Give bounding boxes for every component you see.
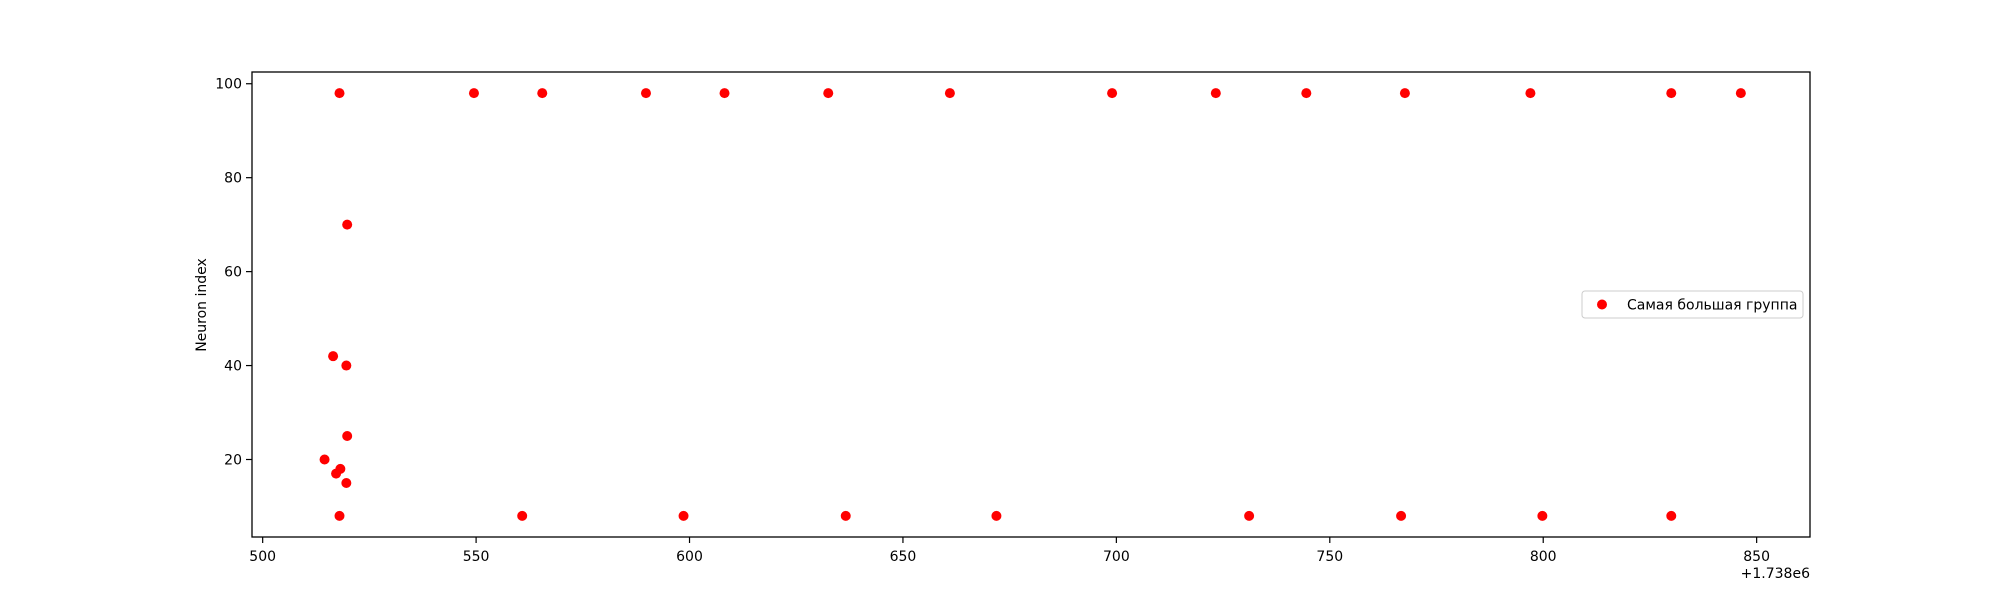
data-point: [1666, 510, 1677, 521]
legend-label: Самая большая группа: [1627, 298, 1797, 314]
data-point: [319, 454, 330, 465]
data-point: [1735, 88, 1746, 99]
data-point: [334, 88, 345, 99]
x-tick-label: 850: [1743, 549, 1770, 565]
data-point: [341, 477, 352, 488]
data-point: [840, 510, 851, 521]
axis-ticks: 500 550 600 650 700 750 800 850 20 40 60 80 100: [215, 77, 1770, 565]
data-point: [1107, 88, 1118, 99]
x-tick-label: 650: [890, 549, 917, 565]
data-points: [319, 88, 1746, 521]
data-point: [468, 88, 479, 99]
y-tick-label: 80: [224, 171, 242, 187]
data-point: [1244, 510, 1255, 521]
data-point: [517, 510, 528, 521]
data-point: [678, 510, 689, 521]
x-tick-label: 550: [463, 549, 490, 565]
data-point: [1525, 88, 1536, 99]
y-tick-label: 60: [224, 265, 242, 281]
data-point: [1210, 88, 1221, 99]
data-point: [1666, 88, 1677, 99]
data-point: [823, 88, 834, 99]
data-point: [331, 468, 342, 479]
data-point: [944, 88, 955, 99]
x-tick-label: 600: [676, 549, 703, 565]
data-point: [1399, 88, 1410, 99]
x-axis-offset-label: +1.738e6: [1741, 566, 1810, 582]
data-point: [1396, 510, 1407, 521]
y-tick-label: 100: [215, 77, 242, 93]
data-point: [328, 351, 339, 362]
x-tick-label: 700: [1103, 549, 1130, 565]
data-point: [1301, 88, 1312, 99]
data-point: [719, 88, 730, 99]
data-point: [342, 219, 353, 230]
legend-marker: [1597, 299, 1607, 310]
data-point: [537, 88, 548, 99]
y-axis-label: Neuron index: [194, 258, 210, 352]
legend: Самая большая группа: [1581, 290, 1804, 319]
y-tick-label: 40: [224, 359, 242, 375]
data-point: [341, 360, 352, 371]
data-point: [640, 88, 651, 99]
x-tick-label: 750: [1316, 549, 1343, 565]
data-point: [334, 510, 345, 521]
plot-frame: [251, 71, 1811, 538]
y-tick-label: 20: [224, 453, 242, 469]
x-tick-label: 800: [1530, 549, 1557, 565]
data-point: [991, 510, 1002, 521]
data-point: [1537, 510, 1548, 521]
data-point: [342, 431, 353, 442]
x-tick-label: 500: [249, 549, 276, 565]
legend-box: [1581, 290, 1804, 319]
